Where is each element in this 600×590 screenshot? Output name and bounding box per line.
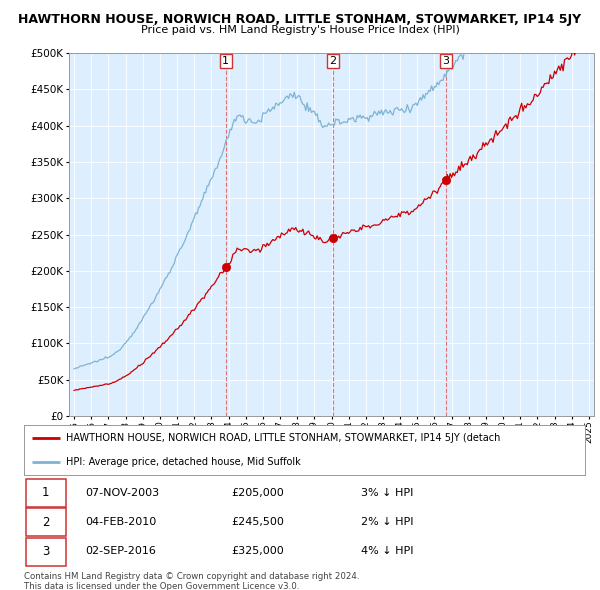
Text: 3: 3 — [442, 56, 449, 66]
Text: Price paid vs. HM Land Registry's House Price Index (HPI): Price paid vs. HM Land Registry's House … — [140, 25, 460, 35]
Text: £205,000: £205,000 — [232, 488, 284, 498]
Text: 2: 2 — [329, 56, 337, 66]
Text: This data is licensed under the Open Government Licence v3.0.: This data is licensed under the Open Gov… — [24, 582, 299, 590]
FancyBboxPatch shape — [26, 479, 66, 507]
Text: 02-SEP-2016: 02-SEP-2016 — [86, 546, 157, 556]
Text: 3: 3 — [42, 545, 50, 558]
Text: £245,500: £245,500 — [232, 517, 284, 527]
Text: 1: 1 — [42, 486, 50, 500]
FancyBboxPatch shape — [26, 537, 66, 565]
Text: 1: 1 — [223, 56, 229, 66]
Text: 04-FEB-2010: 04-FEB-2010 — [86, 517, 157, 527]
Text: 4% ↓ HPI: 4% ↓ HPI — [361, 546, 413, 556]
Text: £325,000: £325,000 — [232, 546, 284, 556]
Text: Contains HM Land Registry data © Crown copyright and database right 2024.: Contains HM Land Registry data © Crown c… — [24, 572, 359, 581]
Text: HPI: Average price, detached house, Mid Suffolk: HPI: Average price, detached house, Mid … — [66, 457, 301, 467]
Text: 2: 2 — [42, 516, 50, 529]
Text: HAWTHORN HOUSE, NORWICH ROAD, LITTLE STONHAM, STOWMARKET, IP14 5JY: HAWTHORN HOUSE, NORWICH ROAD, LITTLE STO… — [19, 13, 581, 26]
Text: HAWTHORN HOUSE, NORWICH ROAD, LITTLE STONHAM, STOWMARKET, IP14 5JY (detach: HAWTHORN HOUSE, NORWICH ROAD, LITTLE STO… — [66, 433, 500, 443]
Text: 3% ↓ HPI: 3% ↓ HPI — [361, 488, 413, 498]
Text: 07-NOV-2003: 07-NOV-2003 — [86, 488, 160, 498]
FancyBboxPatch shape — [26, 509, 66, 536]
Text: 2% ↓ HPI: 2% ↓ HPI — [361, 517, 413, 527]
